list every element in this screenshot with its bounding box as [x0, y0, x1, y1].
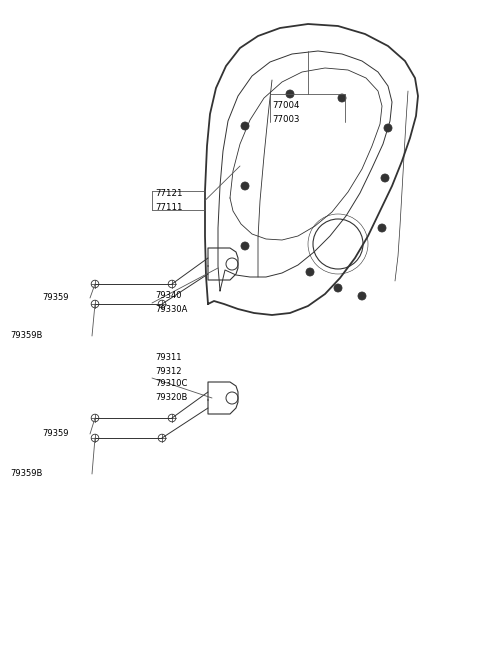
Text: 77004: 77004 [272, 102, 300, 110]
Text: 79320B: 79320B [155, 392, 187, 401]
Circle shape [286, 90, 294, 98]
Text: 79312: 79312 [155, 367, 181, 375]
Text: 79330A: 79330A [155, 304, 187, 314]
Circle shape [378, 224, 386, 232]
Text: 77111: 77111 [155, 203, 182, 211]
Circle shape [306, 268, 314, 276]
Text: 79359B: 79359B [10, 331, 42, 340]
Circle shape [241, 242, 249, 250]
Circle shape [241, 122, 249, 130]
Text: 79359: 79359 [42, 430, 69, 438]
Circle shape [381, 174, 389, 182]
Circle shape [334, 284, 342, 292]
Circle shape [338, 94, 346, 102]
Circle shape [241, 182, 249, 190]
Circle shape [384, 124, 392, 132]
Circle shape [358, 292, 366, 300]
Text: 79311: 79311 [155, 354, 181, 363]
Text: 77003: 77003 [272, 115, 300, 123]
Text: 79359: 79359 [42, 293, 69, 302]
Text: 79340: 79340 [155, 291, 181, 300]
Text: 77121: 77121 [155, 190, 182, 199]
Text: 79359B: 79359B [10, 470, 42, 478]
Text: 79310C: 79310C [155, 380, 187, 388]
